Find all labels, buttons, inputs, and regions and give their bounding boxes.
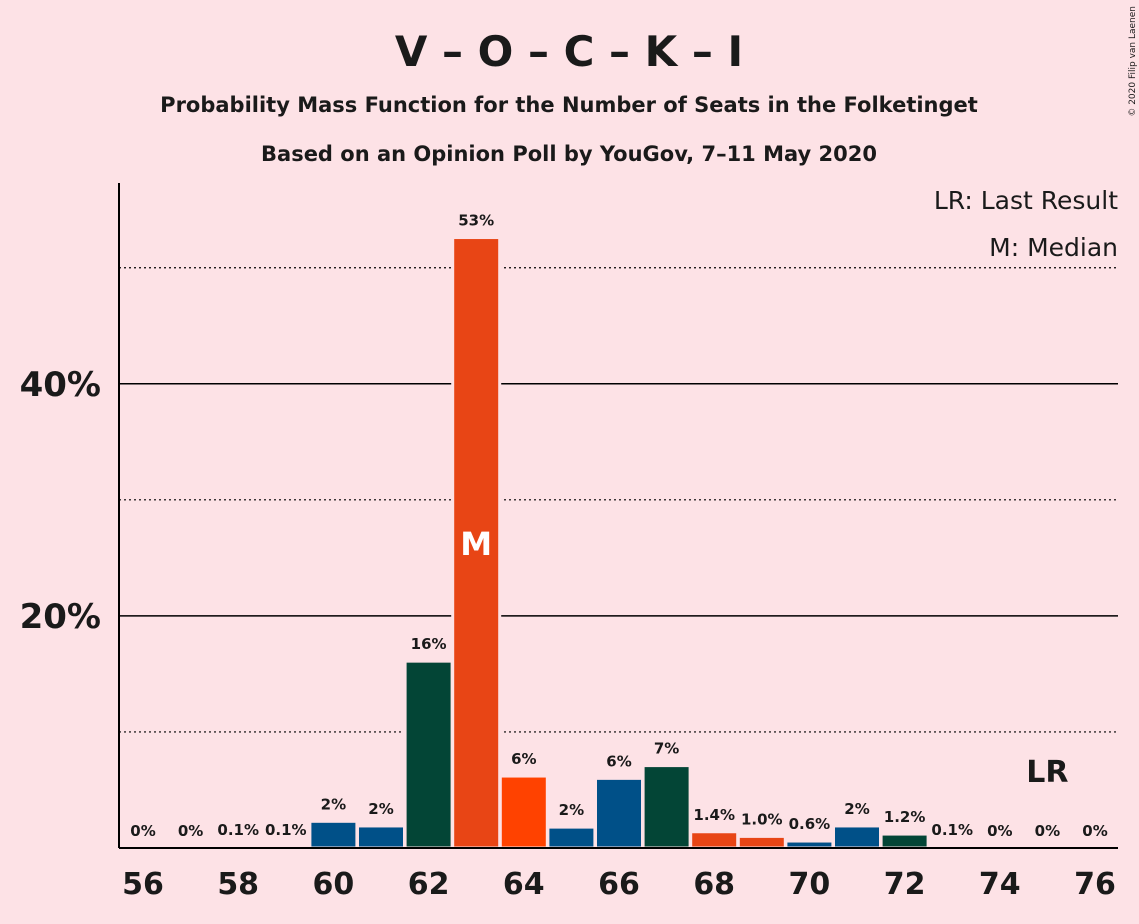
last-result-marker: LR (1026, 755, 1068, 790)
x-tick-label: 66 (598, 867, 640, 902)
chart-subtitle: Based on an Opinion Poll by YouGov, 7–11… (261, 142, 877, 166)
value-label: 0% (1082, 822, 1107, 840)
value-label: 2% (844, 800, 869, 818)
bar (689, 830, 740, 850)
value-label: 0% (1035, 822, 1060, 840)
x-tick-label: 76 (1074, 867, 1116, 902)
bar (546, 825, 597, 850)
value-label: 1.4% (693, 806, 735, 824)
bar (308, 819, 359, 850)
bar (356, 824, 406, 850)
value-label: 0.1% (931, 821, 973, 839)
chart-subtitle: Probability Mass Function for the Number… (160, 93, 978, 117)
value-label: 2% (559, 801, 584, 819)
x-tick-label: 72 (884, 867, 926, 902)
value-label: 53% (458, 212, 494, 230)
value-label: 0.1% (217, 821, 259, 839)
value-label: 0% (178, 822, 203, 840)
x-tick-label: 64 (503, 867, 545, 902)
bar (451, 236, 502, 850)
bar (832, 824, 882, 850)
value-label: 16% (411, 635, 447, 653)
value-label: 6% (606, 752, 631, 770)
value-label: 0.6% (789, 815, 831, 833)
value-label: 0% (130, 822, 155, 840)
y-tick-label: 20% (20, 597, 101, 637)
legend-entry: LR: Last Result (934, 186, 1118, 215)
bar (784, 839, 835, 850)
x-tick-label: 60 (313, 867, 355, 902)
copyright: © 2020 Filip van Laenen (1128, 6, 1138, 117)
value-label: 7% (654, 740, 679, 758)
value-label: 0.1% (265, 821, 307, 839)
bar (879, 832, 930, 850)
value-label: 1.0% (741, 810, 783, 828)
x-tick-label: 74 (979, 867, 1021, 902)
chart-title: V – O – C – K – I (395, 27, 743, 76)
bar (594, 776, 644, 850)
value-label: 2% (321, 795, 346, 813)
bar (641, 764, 692, 850)
x-tick-label: 70 (789, 867, 831, 902)
value-label: 2% (368, 800, 393, 818)
median-marker: M (460, 525, 492, 563)
value-label: 6% (511, 750, 536, 768)
value-label: 1.2% (884, 808, 926, 826)
y-tick-label: 40% (20, 365, 101, 405)
legend-entry: M: Median (989, 233, 1118, 262)
value-label: 0% (987, 822, 1012, 840)
bar (403, 659, 454, 850)
x-tick-label: 68 (693, 867, 735, 902)
x-tick-label: 62 (408, 867, 450, 902)
bar (736, 834, 787, 850)
bar (498, 774, 549, 850)
x-tick-label: 56 (122, 867, 164, 902)
x-tick-label: 58 (217, 867, 259, 902)
